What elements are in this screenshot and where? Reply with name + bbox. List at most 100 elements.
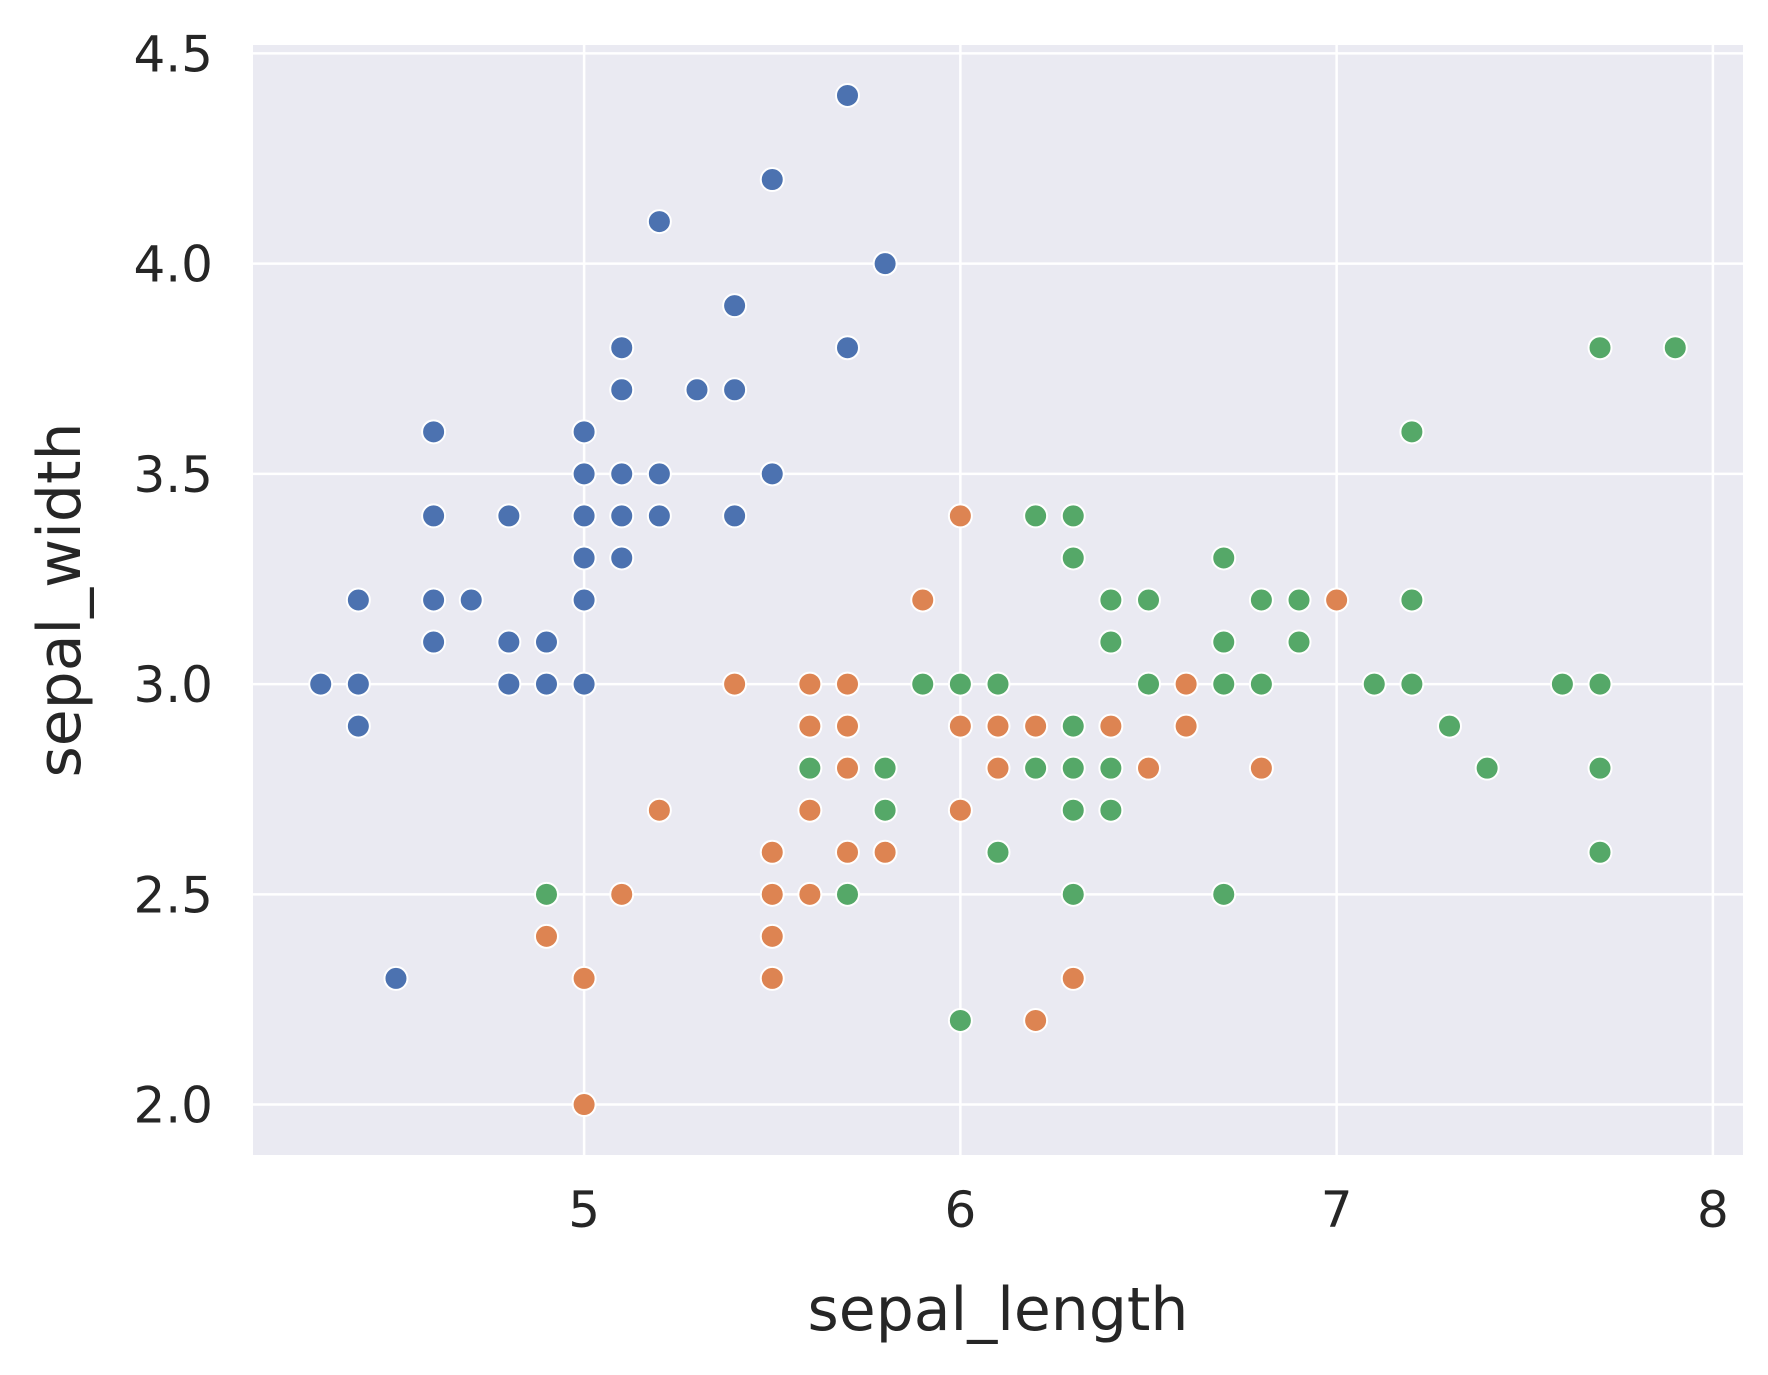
y-tick-label: 2.0 <box>133 1077 213 1135</box>
versicolor-point <box>1173 671 1199 697</box>
versicolor-point <box>571 965 597 991</box>
setosa-point <box>571 461 597 487</box>
virginica-point <box>1286 629 1312 655</box>
virginica-point <box>1136 587 1162 613</box>
versicolor-point <box>759 923 785 949</box>
setosa-point <box>759 167 785 193</box>
setosa-point <box>533 671 559 697</box>
virginica-point <box>1474 755 1500 781</box>
virginica-point <box>797 755 823 781</box>
virginica-point <box>1211 545 1237 571</box>
y-axis-ticks: 2.0 2.5 3.0 3.5 4.0 4.5 <box>133 25 213 1134</box>
virginica-point <box>1248 587 1274 613</box>
setosa-point <box>458 587 484 613</box>
versicolor-point <box>910 587 936 613</box>
setosa-point <box>684 377 710 403</box>
y-tick-label: 4.5 <box>133 25 213 83</box>
virginica-point <box>1211 881 1237 907</box>
virginica-point <box>1662 335 1688 361</box>
plot-background <box>253 45 1743 1155</box>
virginica-point <box>1098 797 1124 823</box>
versicolor-point <box>834 671 860 697</box>
virginica-point <box>910 671 936 697</box>
virginica-point <box>1060 713 1086 739</box>
data-points <box>308 82 1688 1118</box>
virginica-point <box>1437 713 1463 739</box>
versicolor-point <box>1248 755 1274 781</box>
virginica-point <box>1060 545 1086 571</box>
versicolor-point <box>797 671 823 697</box>
setosa-point <box>609 461 635 487</box>
versicolor-point <box>985 713 1011 739</box>
setosa-point <box>571 671 597 697</box>
y-tick-label: 2.5 <box>133 866 213 924</box>
versicolor-point <box>1098 713 1124 739</box>
versicolor-point <box>722 671 748 697</box>
setosa-point <box>609 545 635 571</box>
versicolor-point <box>1060 965 1086 991</box>
virginica-point <box>1248 671 1274 697</box>
setosa-point <box>421 629 447 655</box>
virginica-point <box>1023 755 1049 781</box>
versicolor-point <box>797 881 823 907</box>
x-tick-label: 5 <box>568 1181 600 1239</box>
versicolor-point <box>947 797 973 823</box>
versicolor-point <box>797 797 823 823</box>
versicolor-point <box>759 839 785 865</box>
x-tick-label: 6 <box>944 1181 976 1239</box>
setosa-point <box>345 671 371 697</box>
virginica-point <box>1060 797 1086 823</box>
versicolor-point <box>1023 713 1049 739</box>
versicolor-point <box>834 839 860 865</box>
virginica-point <box>1399 671 1425 697</box>
versicolor-point <box>834 713 860 739</box>
virginica-point <box>1211 671 1237 697</box>
virginica-point <box>872 797 898 823</box>
virginica-point <box>1286 587 1312 613</box>
setosa-point <box>834 82 860 108</box>
setosa-point <box>722 503 748 529</box>
setosa-point <box>421 587 447 613</box>
setosa-point <box>345 587 371 613</box>
setosa-point <box>421 419 447 445</box>
virginica-point <box>947 671 973 697</box>
virginica-point <box>1023 503 1049 529</box>
versicolor-point <box>947 713 973 739</box>
setosa-point <box>571 419 597 445</box>
virginica-point <box>1587 671 1613 697</box>
versicolor-point <box>1023 1007 1049 1033</box>
y-axis-label: sepal_width <box>25 422 95 777</box>
versicolor-point <box>1136 755 1162 781</box>
setosa-point <box>646 209 672 235</box>
virginica-point <box>533 881 559 907</box>
x-tick-label: 8 <box>1697 1181 1729 1239</box>
virginica-point <box>1587 839 1613 865</box>
setosa-point <box>759 461 785 487</box>
virginica-point <box>1399 419 1425 445</box>
virginica-point <box>1399 587 1425 613</box>
virginica-point <box>1361 671 1387 697</box>
versicolor-point <box>1324 587 1350 613</box>
x-tick-label: 7 <box>1321 1181 1353 1239</box>
versicolor-point <box>947 503 973 529</box>
virginica-point <box>1098 587 1124 613</box>
versicolor-point <box>571 1092 597 1118</box>
setosa-point <box>571 587 597 613</box>
virginica-point <box>947 1007 973 1033</box>
versicolor-point <box>985 755 1011 781</box>
virginica-point <box>985 671 1011 697</box>
setosa-point <box>609 335 635 361</box>
setosa-point <box>609 503 635 529</box>
versicolor-point <box>533 923 559 949</box>
setosa-point <box>834 335 860 361</box>
virginica-point <box>1587 755 1613 781</box>
virginica-point <box>1211 629 1237 655</box>
setosa-point <box>646 461 672 487</box>
setosa-point <box>496 671 522 697</box>
virginica-point <box>1060 881 1086 907</box>
setosa-point <box>722 377 748 403</box>
setosa-point <box>345 713 371 739</box>
setosa-point <box>496 629 522 655</box>
versicolor-point <box>834 755 860 781</box>
versicolor-point <box>646 797 672 823</box>
